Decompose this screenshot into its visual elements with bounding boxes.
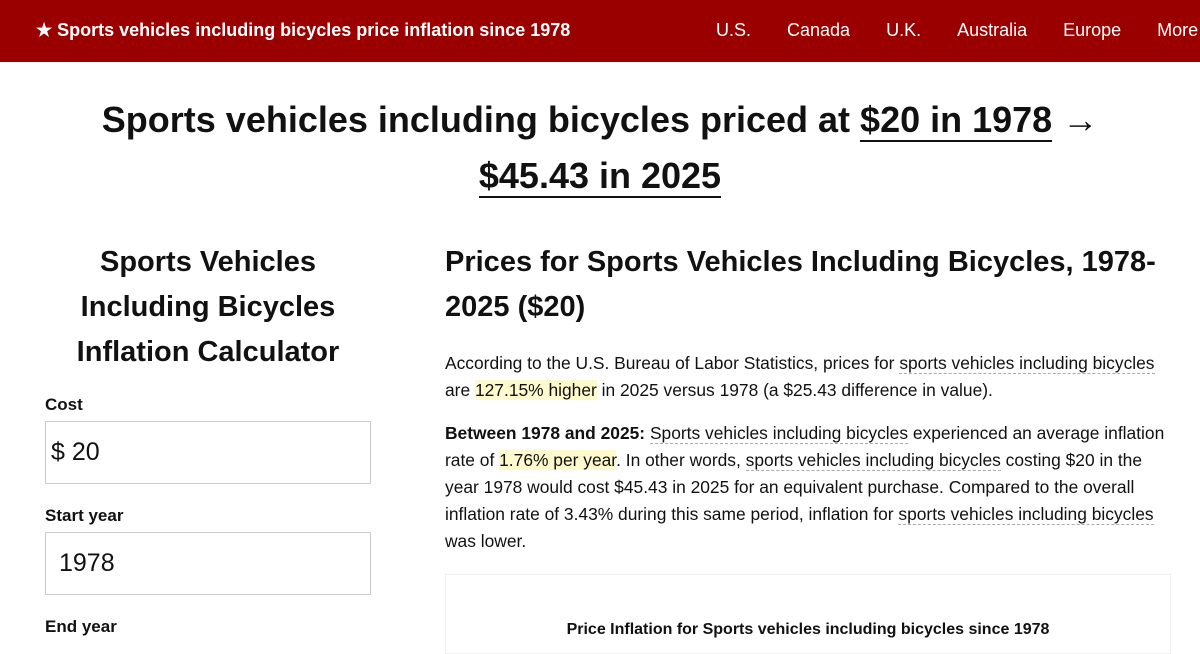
category-link[interactable]: sports vehicles including bicycles [745, 450, 1001, 471]
page-headline: Sports vehicles including bicycles price… [0, 92, 1200, 204]
nav-link-more[interactable]: More [1157, 20, 1199, 40]
headline-end: $45.43 in 2025 [478, 155, 722, 198]
calculator: Sports Vehicles Including Bicycles Infla… [45, 240, 371, 643]
text: . In other words, [616, 450, 746, 470]
text: experienced an average inflation rate of [445, 423, 1165, 470]
period-label: Between 1978 and 2025: [445, 423, 646, 443]
highlight-rate: 1.76% per year [499, 450, 617, 470]
text: in 2025 versus 1978 (a $25.43 difference… [596, 380, 993, 400]
nav-link-uk[interactable]: U.K. [886, 20, 922, 40]
headline-start: $20 in 1978 [860, 99, 1053, 142]
arrow-icon: → [1062, 99, 1099, 140]
cost-input[interactable]: $ 20 [45, 421, 371, 484]
region-links: U.S. Canada U.K. Australia Europe More [716, 20, 1200, 41]
top-nav: ★ Sports vehicles including bicycles pri… [0, 0, 1200, 62]
summary-paragraph: According to the U.S. Bureau of Labor St… [445, 350, 1165, 404]
brand-link[interactable]: ★ Sports vehicles including bicycles pri… [36, 20, 571, 40]
chart-container: Price Inflation for Sports vehicles incl… [445, 574, 1171, 654]
nav-link-us[interactable]: U.S. [716, 20, 752, 40]
chart-title: Price Inflation for Sports vehicles incl… [566, 621, 1050, 638]
cost-label: Cost [45, 395, 83, 414]
text: According to the U.S. Bureau of Labor St… [445, 353, 900, 373]
article-title: Prices for Sports Vehicles Including Bic… [445, 246, 1156, 323]
category-link[interactable]: sports vehicles including bicycles [898, 504, 1154, 525]
nav-link-canada[interactable]: Canada [787, 20, 851, 40]
start-year-label: Start year [45, 506, 124, 525]
article: Prices for Sports Vehicles Including Bic… [445, 240, 1165, 571]
category-link[interactable]: Sports vehicles including bicycles [649, 423, 909, 444]
start-year-input[interactable]: 1978 [45, 532, 371, 595]
highlight-percent: 127.15% higher [474, 380, 597, 400]
end-year-label: End year [45, 617, 117, 636]
category-link[interactable]: sports vehicles including bicycles [899, 353, 1155, 374]
nav-link-europe[interactable]: Europe [1063, 20, 1122, 40]
nav-link-australia[interactable]: Australia [957, 20, 1028, 40]
text: costing $20 in the year 1978 would cost … [445, 450, 1142, 524]
detail-paragraph: Between 1978 and 2025: Sports vehicles i… [445, 420, 1165, 555]
headline-prefix: Sports vehicles including bicycles price… [101, 99, 851, 140]
text: are [445, 380, 475, 400]
text: was lower. [445, 531, 527, 551]
calculator-title: Sports Vehicles Including Bicycles Infla… [76, 246, 340, 368]
